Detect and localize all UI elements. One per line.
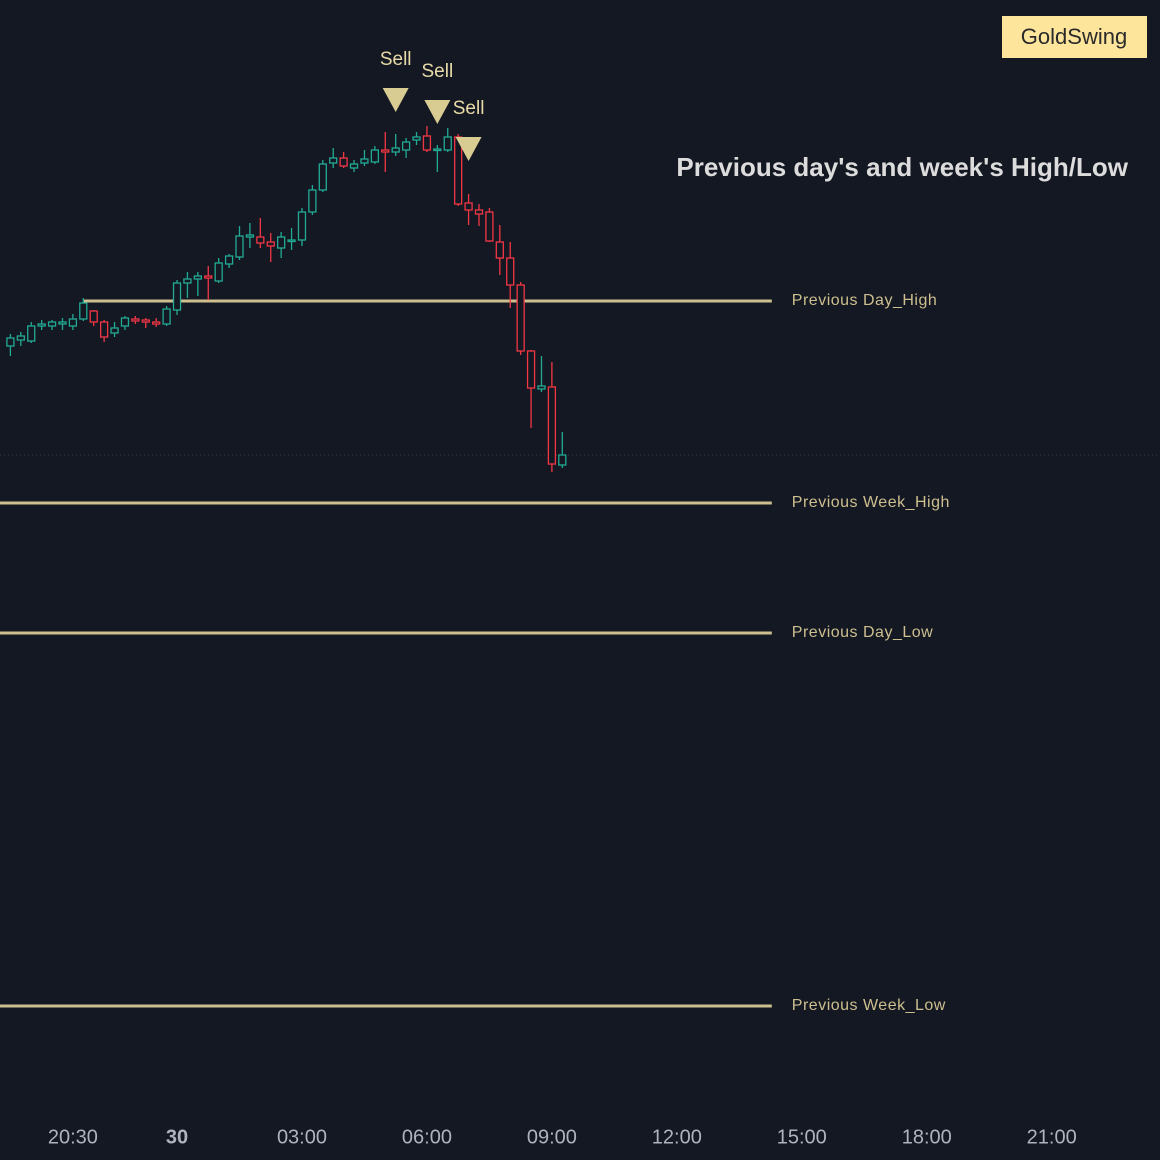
candle-body <box>526 350 536 389</box>
candle-body <box>495 241 504 259</box>
candle-body <box>172 282 182 311</box>
candle-body <box>68 318 78 327</box>
candle-body <box>360 158 369 164</box>
x-tick-label: 03:00 <box>277 1126 327 1148</box>
candle-body <box>245 234 255 238</box>
signal-label: Sell <box>421 61 453 82</box>
signal-label: Sell <box>453 98 485 119</box>
candle-body <box>287 239 296 243</box>
signal-label: Sell <box>380 49 412 70</box>
badge-box <box>1002 16 1147 58</box>
candle-body <box>422 135 432 151</box>
candle-body <box>370 149 380 163</box>
candle-body <box>79 302 88 320</box>
x-tick-label: 06:00 <box>402 1126 452 1148</box>
level-label: Previous Week_Low <box>792 997 946 1014</box>
x-tick-label: 12:00 <box>652 1126 702 1148</box>
candle-body <box>204 275 213 279</box>
candle-body <box>37 323 46 327</box>
candle-body <box>381 149 390 153</box>
candle-body <box>339 157 348 167</box>
sell-marker <box>424 100 451 124</box>
candle-body <box>401 141 411 151</box>
candle-body <box>433 148 442 152</box>
candle-body <box>47 321 57 327</box>
x-tick-label: 09:00 <box>527 1126 577 1148</box>
candle-body <box>183 278 192 284</box>
level-label: Previous Week_High <box>792 494 950 511</box>
candle-body <box>27 325 36 342</box>
candle-body <box>224 255 234 265</box>
x-tick-label: 18:00 <box>902 1126 952 1148</box>
candle-body <box>443 136 452 151</box>
candle-body <box>329 157 338 164</box>
candle-body <box>516 284 525 352</box>
candle-body <box>547 386 557 465</box>
candle-body <box>110 327 119 334</box>
x-tick-label: 15:00 <box>777 1126 827 1148</box>
x-tick-label: 20:30 <box>48 1126 98 1148</box>
sell-marker <box>382 88 409 112</box>
candle-body <box>474 209 484 215</box>
candle-body <box>454 136 463 205</box>
candle-body <box>485 211 494 242</box>
candle-body <box>193 275 202 280</box>
candle-body <box>16 335 25 341</box>
candle-body <box>308 189 317 213</box>
candle-body <box>162 308 171 325</box>
badge: GoldSwing <box>1021 24 1127 49</box>
candle-body <box>235 235 244 258</box>
candle-body <box>89 310 98 323</box>
candle-body <box>120 317 130 327</box>
candle-body <box>141 319 150 323</box>
candle-body <box>152 321 161 325</box>
candle-body <box>256 236 265 244</box>
chart-title: Previous day's and week's High/Low <box>676 152 1128 182</box>
candle-body <box>58 321 67 325</box>
candle-body <box>6 337 15 347</box>
candle-body <box>412 136 421 141</box>
candle-body <box>558 454 567 466</box>
candle-body <box>266 241 275 247</box>
candle-body <box>349 163 359 169</box>
x-tick-label: 30 <box>166 1126 188 1148</box>
candle-body <box>464 202 473 211</box>
candle-body <box>214 262 223 282</box>
candle-body <box>297 211 307 241</box>
candle-body <box>276 236 286 249</box>
candle-body <box>318 163 327 191</box>
candle-body <box>99 321 109 338</box>
candle-body <box>391 147 400 153</box>
candle-body <box>131 318 140 322</box>
candle-body <box>506 257 515 286</box>
x-tick-label: 21:00 <box>1027 1126 1077 1148</box>
level-label: Previous Day_Low <box>792 624 933 641</box>
level-label: Previous Day_High <box>792 292 937 309</box>
candle-body <box>537 385 546 390</box>
sell-marker <box>455 137 482 161</box>
